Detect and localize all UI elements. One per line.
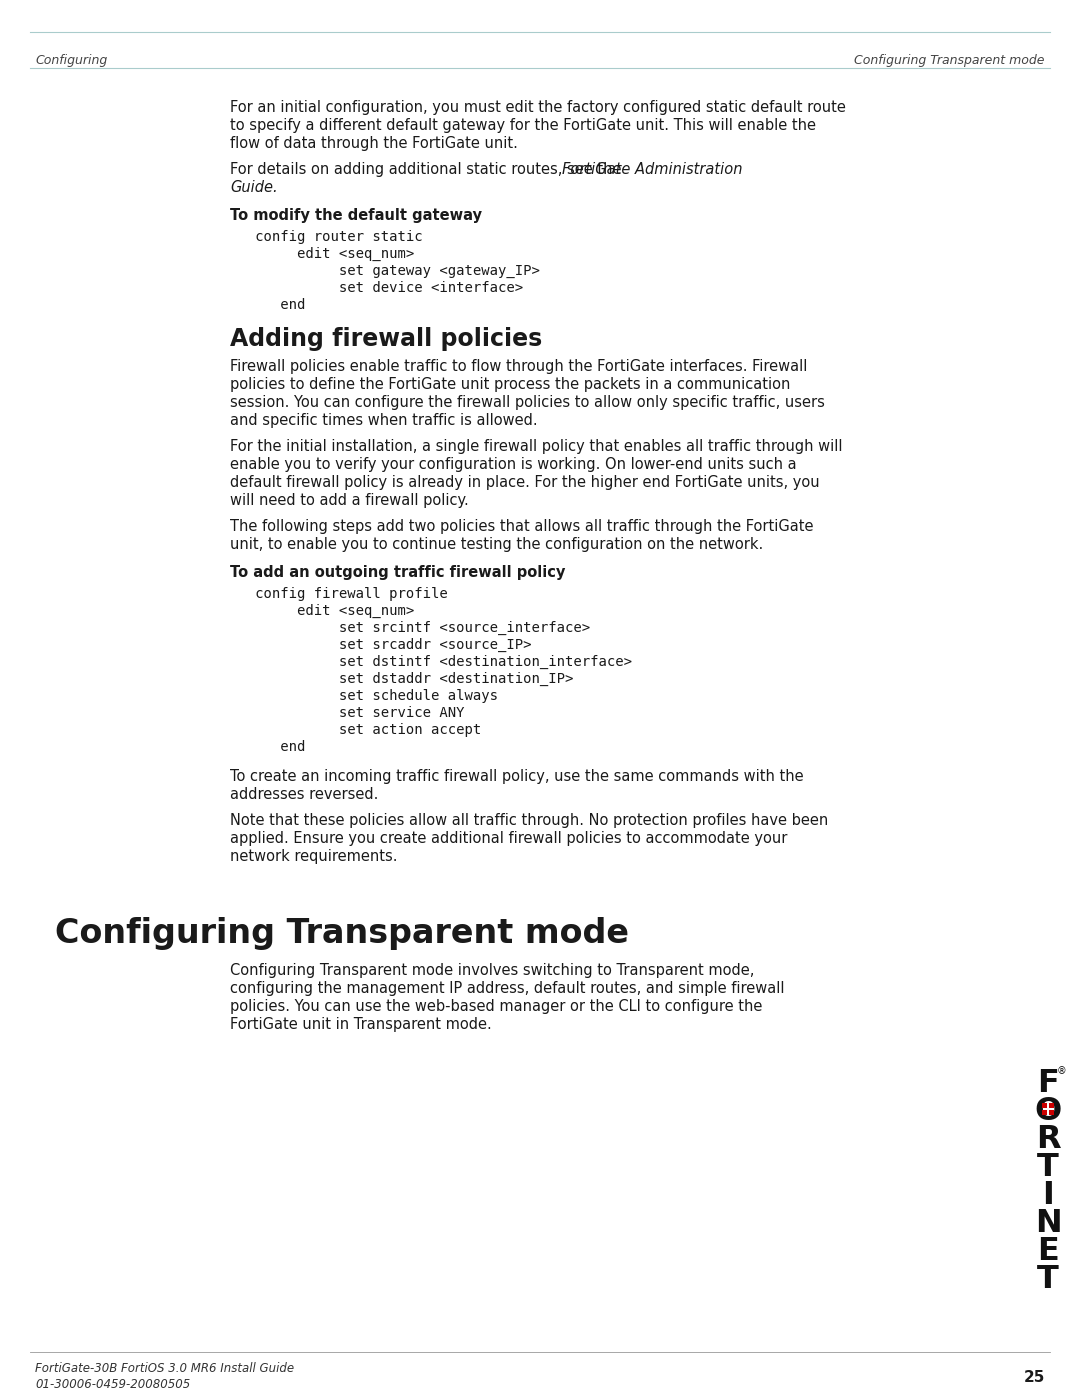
Text: set dstintf <destination_interface>: set dstintf <destination_interface>	[230, 655, 632, 669]
Text: For the initial installation, a single firewall policy that enables all traffic : For the initial installation, a single f…	[230, 439, 842, 454]
Text: and specific times when traffic is allowed.: and specific times when traffic is allow…	[230, 414, 538, 427]
Text: network requirements.: network requirements.	[230, 849, 397, 863]
Text: For an initial configuration, you must edit the factory configured static defaul: For an initial configuration, you must e…	[230, 101, 846, 115]
Text: to specify a different default gateway for the FortiGate unit. This will enable : to specify a different default gateway f…	[230, 117, 816, 133]
Text: To modify the default gateway: To modify the default gateway	[230, 208, 482, 224]
Text: set srcintf <source_interface>: set srcintf <source_interface>	[230, 622, 590, 636]
Text: configuring the management IP address, default routes, and simple firewall: configuring the management IP address, d…	[230, 981, 784, 996]
Text: To add an outgoing traffic firewall policy: To add an outgoing traffic firewall poli…	[230, 564, 565, 580]
Text: 25: 25	[1024, 1370, 1045, 1384]
Text: Adding firewall policies: Adding firewall policies	[230, 327, 542, 351]
Bar	[1042, 1109, 1047, 1115]
Text: E: E	[1037, 1236, 1058, 1267]
Text: policies. You can use the web-based manager or the CLI to configure the: policies. You can use the web-based mana…	[230, 999, 762, 1014]
Text: Configuring Transparent mode: Configuring Transparent mode	[854, 54, 1045, 67]
Text: set srcaddr <source_IP>: set srcaddr <source_IP>	[230, 638, 531, 652]
Text: FortiGate-30B FortiOS 3.0 MR6 Install Guide: FortiGate-30B FortiOS 3.0 MR6 Install Gu…	[35, 1362, 294, 1375]
Text: ®: ®	[1056, 1066, 1066, 1076]
Text: FortiGate Administration: FortiGate Administration	[562, 162, 742, 177]
Text: enable you to verify your configuration is working. On lower-end units such a: enable you to verify your configuration …	[230, 457, 797, 472]
Text: I: I	[1042, 1180, 1054, 1211]
Text: The following steps add two policies that allows all traffic through the FortiGa: The following steps add two policies tha…	[230, 520, 813, 534]
Text: flow of data through the FortiGate unit.: flow of data through the FortiGate unit.	[230, 136, 518, 151]
Bar	[1049, 1102, 1054, 1108]
Text: config firewall profile: config firewall profile	[230, 587, 448, 601]
Text: applied. Ensure you create additional firewall policies to accommodate your: applied. Ensure you create additional fi…	[230, 831, 787, 847]
Text: session. You can configure the firewall policies to allow only specific traffic,: session. You can configure the firewall …	[230, 395, 825, 409]
Text: set service ANY: set service ANY	[230, 705, 464, 719]
Text: Configuring Transparent mode: Configuring Transparent mode	[55, 916, 629, 950]
Text: T: T	[1037, 1264, 1058, 1295]
Text: R: R	[1036, 1125, 1061, 1155]
Text: Guide.: Guide.	[230, 180, 278, 196]
Text: config router static: config router static	[230, 231, 422, 244]
Text: set schedule always: set schedule always	[230, 689, 498, 703]
Text: O: O	[1035, 1097, 1062, 1127]
Bar	[1042, 1102, 1047, 1108]
Text: FortiGate unit in Transparent mode.: FortiGate unit in Transparent mode.	[230, 1017, 491, 1032]
Text: Note that these policies allow all traffic through. No protection profiles have : Note that these policies allow all traff…	[230, 813, 828, 828]
Text: set dstaddr <destination_IP>: set dstaddr <destination_IP>	[230, 672, 573, 686]
Text: default firewall policy is already in place. For the higher end FortiGate units,: default firewall policy is already in pl…	[230, 475, 820, 490]
Text: unit, to enable you to continue testing the configuration on the network.: unit, to enable you to continue testing …	[230, 536, 764, 552]
Text: end: end	[230, 298, 306, 312]
Text: For details on adding additional static routes, see the: For details on adding additional static …	[230, 162, 626, 177]
Text: set action accept: set action accept	[230, 724, 482, 738]
Bar	[1049, 1109, 1054, 1115]
Text: T: T	[1037, 1153, 1058, 1183]
Text: will need to add a firewall policy.: will need to add a firewall policy.	[230, 493, 469, 509]
Text: N: N	[1035, 1208, 1062, 1239]
Text: edit <seq_num>: edit <seq_num>	[230, 247, 415, 261]
Text: policies to define the FortiGate unit process the packets in a communication: policies to define the FortiGate unit pr…	[230, 377, 791, 393]
Text: edit <seq_num>: edit <seq_num>	[230, 604, 415, 617]
Text: Firewall policies enable traffic to flow through the FortiGate interfaces. Firew: Firewall policies enable traffic to flow…	[230, 359, 808, 374]
Text: set device <interface>: set device <interface>	[230, 281, 523, 295]
Text: Configuring: Configuring	[35, 54, 107, 67]
Text: Configuring Transparent mode involves switching to Transparent mode,: Configuring Transparent mode involves sw…	[230, 963, 754, 978]
Text: addresses reversed.: addresses reversed.	[230, 787, 378, 802]
Text: end: end	[230, 740, 306, 754]
Text: To create an incoming traffic firewall policy, use the same commands with the: To create an incoming traffic firewall p…	[230, 768, 804, 784]
Text: F: F	[1037, 1067, 1058, 1099]
Text: 01-30006-0459-20080505: 01-30006-0459-20080505	[35, 1377, 190, 1391]
Text: set gateway <gateway_IP>: set gateway <gateway_IP>	[230, 264, 540, 278]
